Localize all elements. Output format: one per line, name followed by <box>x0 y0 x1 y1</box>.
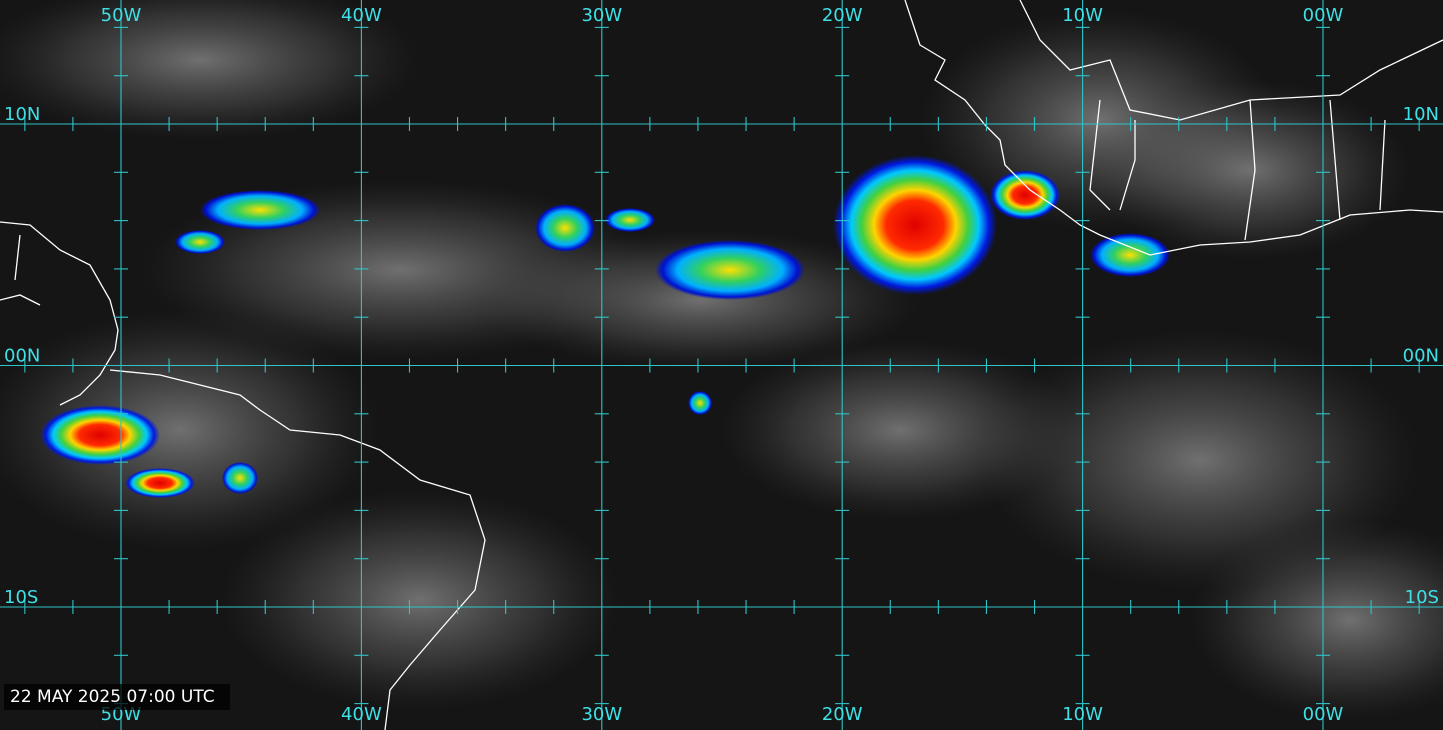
longitude-label: 00W <box>1303 5 1344 26</box>
longitude-label: 00W <box>1303 704 1344 725</box>
latitude-label: 00N <box>4 346 40 367</box>
longitude-label: 40W <box>341 704 382 725</box>
latitude-label: 00N <box>1403 346 1439 367</box>
longitude-label: 20W <box>822 5 863 26</box>
longitude-label: 10W <box>1062 5 1103 26</box>
latitude-label: 10N <box>4 104 40 125</box>
latitude-label: 10N <box>1403 104 1439 125</box>
latitude-label: 10S <box>4 587 38 608</box>
longitude-label: 20W <box>822 704 863 725</box>
latitude-label: 10S <box>1405 587 1439 608</box>
longitude-label: 30W <box>581 5 622 26</box>
convection <box>40 155 1170 498</box>
timestamp-bg <box>4 684 230 710</box>
longitude-label: 30W <box>581 704 622 725</box>
timestamp: 22 MAY 2025 07:00 UTC <box>10 687 215 707</box>
longitude-label: 50W <box>101 5 142 26</box>
longitude-label: 10W <box>1062 704 1103 725</box>
longitude-label: 40W <box>341 5 382 26</box>
